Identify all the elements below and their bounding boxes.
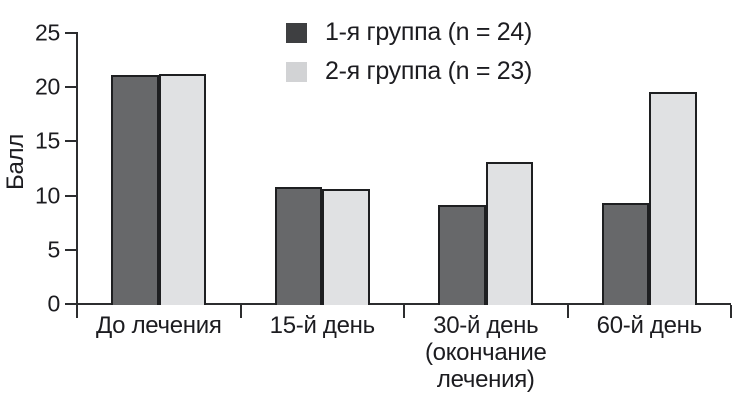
y-axis-tick	[65, 194, 77, 197]
y-axis-tick-label: 0	[47, 290, 61, 317]
x-axis-tick	[76, 305, 78, 318]
x-axis-tick	[730, 305, 732, 318]
y-axis-tick	[65, 303, 77, 305]
y-axis-tick-label: 20	[35, 73, 60, 100]
bar-series1-cat4	[601, 203, 650, 305]
legend-swatch-icon	[286, 22, 307, 43]
bar-series2-cat3	[485, 162, 534, 305]
x-axis-category-label: 30-й день (окончание лечения)	[424, 312, 547, 393]
y-axis-tick	[65, 86, 77, 89]
legend-item-2: 2-я группа (n = 23)	[286, 59, 532, 84]
legend-label: 1-я группа (n = 24)	[325, 18, 533, 46]
y-axis-tick-label: 25	[35, 19, 60, 46]
y-axis-tick	[65, 248, 77, 251]
legend-swatch-icon	[286, 61, 307, 82]
y-axis-tick-label: 10	[35, 182, 60, 209]
bar-series1-cat1	[111, 75, 159, 305]
legend: 1-я группа (n = 24) 2-я группа (n = 23)	[286, 20, 532, 84]
x-axis-tick	[239, 305, 242, 318]
y-axis-tick	[65, 32, 77, 34]
bar-series1-cat2	[274, 187, 323, 305]
legend-label: 2-я группа (n = 23)	[325, 57, 533, 85]
x-axis-category-label: 15-й день	[269, 312, 375, 339]
x-axis-tick	[403, 305, 405, 318]
y-axis-tick-label: 15	[35, 127, 60, 154]
x-axis-category-label: До лечения	[95, 312, 222, 339]
x-axis-line	[77, 303, 731, 305]
bar-series2-cat2	[322, 189, 370, 305]
bar-series2-cat4	[649, 91, 697, 305]
bar-series2-cat1	[158, 74, 207, 305]
legend-item-1: 1-я группа (n = 24)	[286, 20, 532, 45]
x-axis-tick	[566, 305, 569, 318]
bar-series1-cat3	[438, 205, 486, 305]
y-axis-tick	[65, 140, 77, 143]
y-axis-line	[76, 32, 78, 305]
y-axis-tick-label: 5	[47, 236, 61, 263]
x-axis-category-label: 60-й день	[596, 312, 702, 339]
